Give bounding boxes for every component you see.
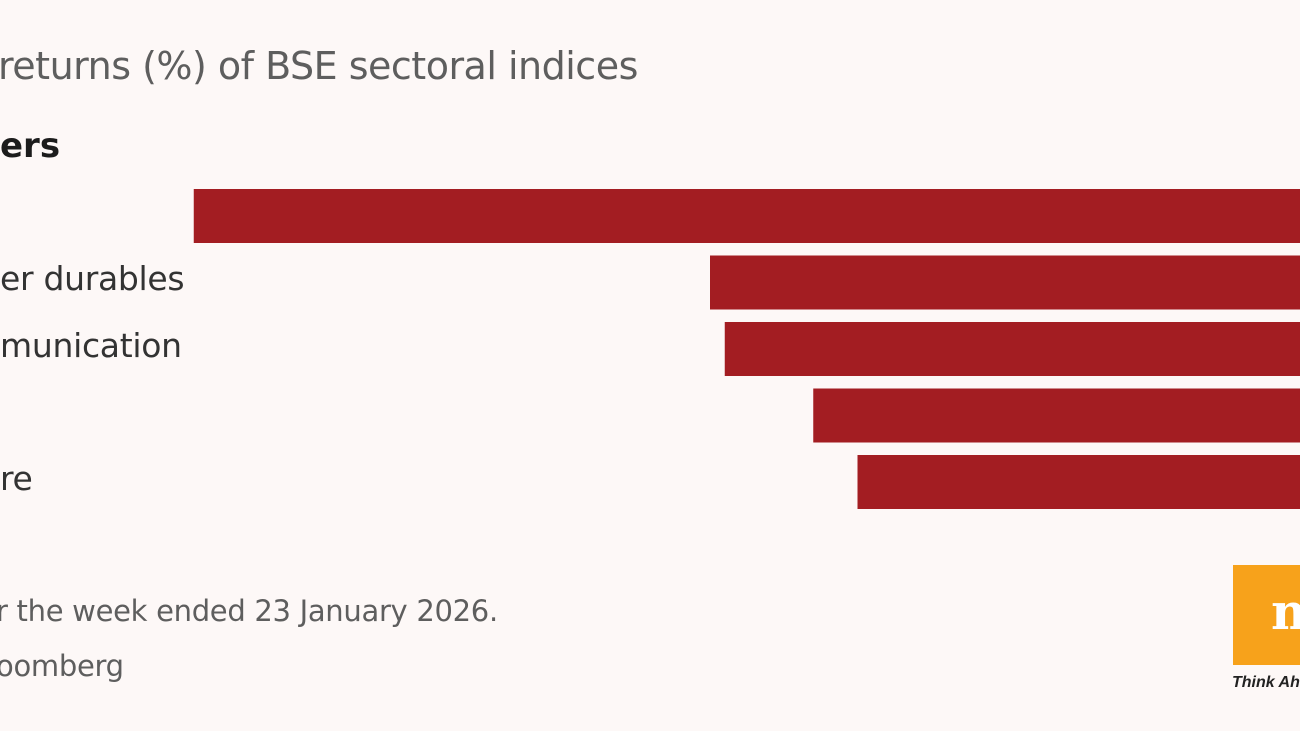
brand-tagline: Think Ah [1232,674,1300,691]
bar [857,455,1300,509]
category-label: munication [0,326,182,365]
brand-logo: m [1233,565,1300,665]
brand-logo-text: m [1271,582,1300,641]
source-note: oomberg [0,649,124,683]
chart-title: returns (%) of BSE sectoral indices [0,44,638,88]
footnote: r the week ended 23 January 2026. [0,594,498,628]
bar [193,189,1300,243]
bar [710,255,1300,310]
bar [813,388,1300,443]
category-label: re [0,459,33,498]
category-label: er durables [0,259,185,298]
bar [724,322,1300,376]
section-label: ers [0,126,61,166]
